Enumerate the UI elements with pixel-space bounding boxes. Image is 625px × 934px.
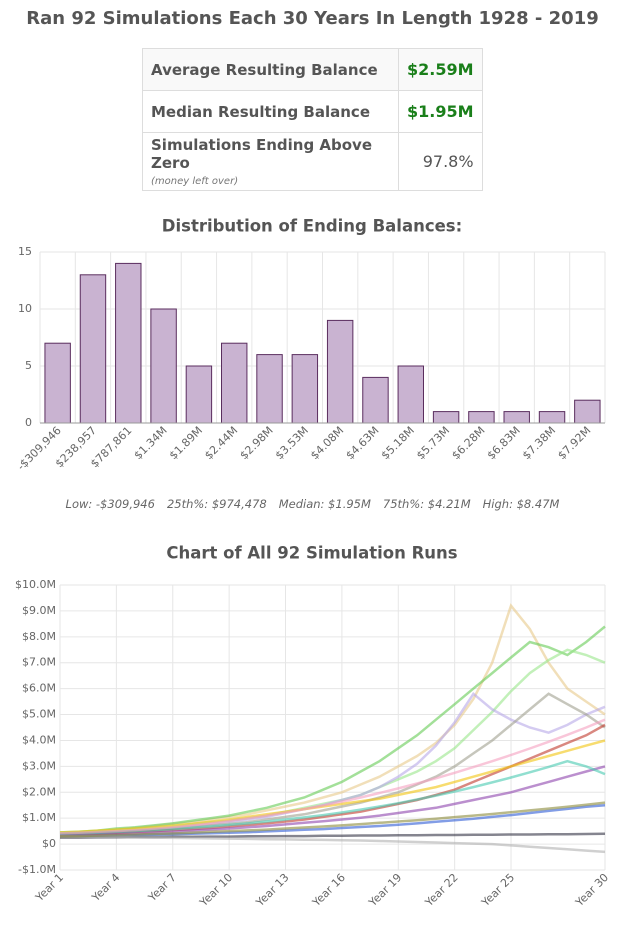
y-tick-label: $7.0M bbox=[22, 656, 56, 669]
x-tick-label: $7.38M bbox=[520, 424, 558, 462]
x-tick-label: Year 16 bbox=[309, 871, 348, 910]
series-line bbox=[59, 765, 606, 837]
bar bbox=[79, 274, 107, 424]
stat: High: $8.47M bbox=[482, 497, 560, 511]
x-tick-label: Year 22 bbox=[422, 871, 461, 910]
x-tick-label: Year 19 bbox=[366, 871, 405, 910]
stat: Median: $1.95M bbox=[278, 497, 371, 511]
stat: 75th%: $4.21M bbox=[382, 497, 471, 511]
x-tick-label: $5.73M bbox=[414, 424, 452, 462]
y-tick-label: $5.0M bbox=[22, 708, 56, 721]
y-tick-label: 10 bbox=[18, 302, 32, 315]
series-line bbox=[59, 625, 606, 834]
x-tick-label: Year 4 bbox=[89, 871, 123, 905]
y-tick-label: $3.0M bbox=[22, 759, 56, 772]
x-tick-label: $7.92M bbox=[555, 424, 593, 462]
row-value: $1.95M bbox=[398, 90, 483, 133]
series-line bbox=[59, 835, 606, 854]
row-cell: Simulations Ending Above Zero (money left… bbox=[142, 132, 399, 191]
x-tick-label: $2.98M bbox=[237, 424, 275, 462]
bar bbox=[291, 354, 319, 424]
bar bbox=[538, 411, 566, 424]
bar bbox=[362, 376, 389, 424]
summary-table: Average Resulting Balance $2.59M Median R… bbox=[142, 48, 483, 191]
series-line bbox=[59, 759, 606, 835]
series-line bbox=[59, 801, 606, 838]
bar bbox=[326, 319, 354, 424]
y-tick-label: 15 bbox=[18, 245, 32, 258]
chart-title: Distribution of Ending Balances: bbox=[162, 217, 462, 236]
y-tick-label: $8.0M bbox=[22, 630, 56, 643]
bar bbox=[256, 354, 283, 424]
y-tick-label: $1.0M bbox=[22, 811, 56, 824]
bar bbox=[432, 411, 460, 424]
series-line bbox=[59, 603, 606, 835]
x-tick-label: Year 10 bbox=[197, 871, 236, 910]
y-tick-label: $4.0M bbox=[22, 733, 56, 746]
y-tick-label: 0 bbox=[25, 416, 32, 429]
row-value: 97.8% bbox=[398, 132, 483, 191]
bar bbox=[468, 411, 495, 424]
x-tick-label: Year 30 bbox=[572, 871, 611, 910]
bar bbox=[150, 308, 177, 424]
stat: 25th%: $974,478 bbox=[166, 497, 267, 511]
bar bbox=[115, 262, 142, 424]
stat: Low: -$309,946 bbox=[65, 497, 155, 511]
x-tick-label: $2.44M bbox=[202, 424, 240, 462]
bar bbox=[397, 365, 424, 424]
chart-title: Chart of All 92 Simulation Runs bbox=[166, 544, 457, 563]
row: Simulations Ending Above Zero (money left… bbox=[142, 132, 483, 191]
y-tick-label: $0 bbox=[42, 837, 56, 850]
x-tick-label: $3.53M bbox=[273, 424, 311, 462]
row: Average Resulting Balance $2.59M bbox=[142, 48, 483, 91]
stats-line: Low: -$309,946 25th%: $974,478 Median: $1.… bbox=[0, 497, 625, 511]
row-label: Simulations Ending Above Zero bbox=[151, 136, 373, 172]
y-tick-label: 5 bbox=[25, 359, 32, 372]
bar bbox=[574, 399, 601, 424]
x-tick-label: $1.89M bbox=[167, 424, 205, 462]
row-note: (money left over) bbox=[151, 176, 239, 187]
series-line bbox=[59, 718, 606, 835]
x-tick-label: $6.83M bbox=[485, 424, 523, 462]
bar bbox=[44, 342, 71, 424]
y-tick-label: $10.0M bbox=[15, 578, 56, 591]
x-tick-label: $5.18M bbox=[379, 424, 417, 462]
x-tick-label: Year 7 bbox=[145, 871, 179, 905]
series-line bbox=[59, 739, 606, 834]
x-tick-label: Year 25 bbox=[478, 871, 517, 910]
y-tick-label: $2.0M bbox=[22, 785, 56, 798]
bar bbox=[503, 411, 530, 424]
y-tick-label: -$1.0M bbox=[18, 863, 56, 876]
page-title: Ran 92 Simulations Each 30 Years In Leng… bbox=[26, 8, 599, 29]
bar bbox=[185, 365, 213, 424]
x-tick-label: $1.34M bbox=[132, 424, 170, 462]
y-tick-label: $9.0M bbox=[22, 604, 56, 617]
row-value: $2.59M bbox=[398, 48, 483, 91]
x-tick-label: $6.28M bbox=[449, 424, 487, 462]
x-tick-label: Year 13 bbox=[253, 871, 292, 910]
y-tick-label: $6.0M bbox=[22, 682, 56, 695]
x-tick-label: $4.08M bbox=[308, 424, 346, 462]
bar bbox=[221, 342, 248, 424]
x-tick-label: $4.63M bbox=[343, 424, 381, 462]
